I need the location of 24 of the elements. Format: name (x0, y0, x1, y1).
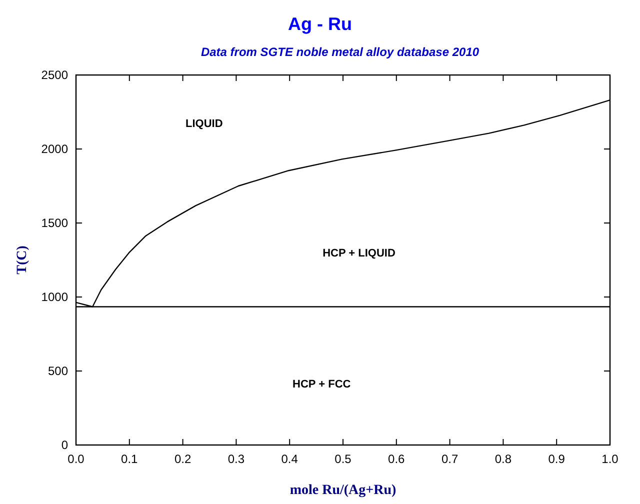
annotation: LIQUID (186, 118, 223, 130)
chart-subtitle: Data from SGTE noble metal alloy database 2010 (200, 45, 480, 59)
y-tick-label: 500 (48, 364, 68, 378)
chart-title: Ag - Ru (288, 14, 352, 34)
y-tick-label: 1500 (41, 216, 68, 230)
x-tick-label: 0.1 (121, 452, 138, 466)
annotation: HCP + FCC (292, 378, 351, 391)
x-axis-title: mole Ru/(Ag+Ru) (290, 483, 397, 498)
x-tick-label: 0.7 (441, 452, 458, 466)
x-tick-label: 0.8 (494, 452, 512, 466)
x-tick-label: 0.4 (281, 452, 298, 466)
annotation: HCP + LIQUID (322, 247, 396, 260)
y-tick-label: 0 (61, 438, 68, 452)
x-tick-label: 1.0 (602, 452, 619, 466)
y-axis-title: T(C) (15, 245, 30, 274)
x-tick-label: 0.3 (228, 452, 245, 466)
x-tick-label: 0.5 (334, 452, 352, 466)
y-tick-label: 1000 (41, 290, 68, 304)
y-tick-label: 2000 (41, 142, 68, 156)
x-tick-label: 0.9 (548, 452, 566, 466)
x-tick-label: 0.0 (68, 452, 85, 466)
x-tick-label: 0.6 (388, 452, 406, 466)
x-tick-label: 0.2 (174, 452, 192, 466)
y-tick-label: 2500 (41, 68, 68, 82)
